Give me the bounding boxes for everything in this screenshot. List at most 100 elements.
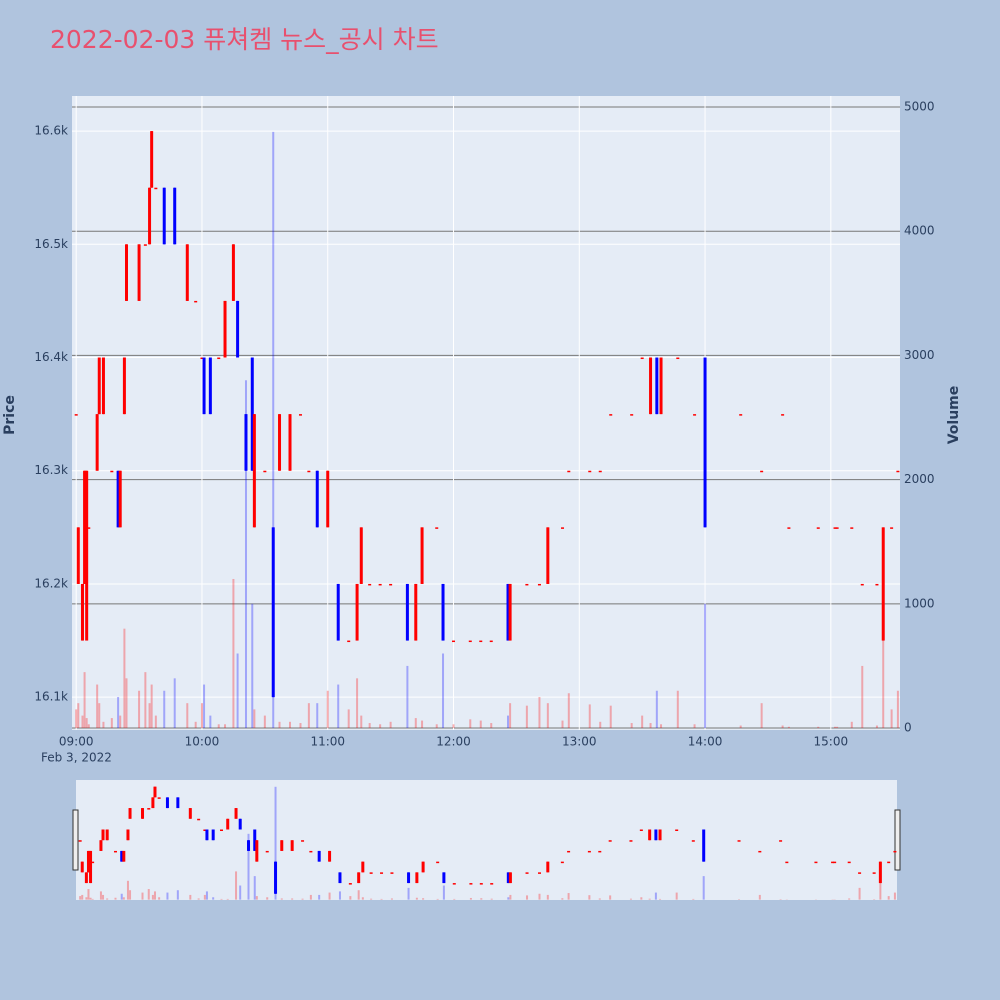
slider-handle[interactable] [72,809,79,871]
candle-body [355,583,359,641]
volume-bar [123,628,126,729]
candle-body [779,840,783,842]
volume-bar [217,724,220,729]
volume-bar [266,897,269,900]
candle-body [436,861,440,864]
candle-body [188,808,192,819]
volume-bar [144,672,147,729]
volume-bar [235,871,238,900]
candle-body [359,527,363,584]
volume-bar [205,891,208,900]
volume-bar [203,684,206,729]
volume-bar [479,720,482,729]
volume-bar [858,887,861,900]
volume-bar [760,703,763,729]
range-slider[interactable] [76,780,897,900]
volume-bar [119,715,122,729]
volume-bar [200,703,203,729]
volume-bar [490,898,493,900]
volume-bar [85,718,88,729]
volume-bar [629,898,632,900]
volume-bar [890,709,893,729]
slider-handle[interactable] [894,809,901,871]
volume-bar [117,696,120,729]
volume-bar [102,894,105,900]
candle-body [567,470,571,473]
candle-body [441,583,445,641]
candle-body [185,244,189,301]
candle-body [97,357,101,415]
volume-bar [630,723,633,729]
volume-bar [328,892,331,900]
volume-bar [326,690,329,729]
candle-body [101,829,105,841]
volume-bar [96,684,99,729]
y2-tick-label: 5000 [904,100,935,114]
candle-body [274,861,278,894]
candle-body [157,797,161,799]
candle-body [357,872,361,884]
volume-bar [702,876,705,900]
x-tick-label: 11:00 [310,735,345,749]
candle-body [86,850,90,873]
candle-body [211,829,215,841]
candle-body [238,818,242,830]
volume-bar [203,894,206,900]
candle-body [226,818,230,830]
candle-body [147,808,151,810]
volume-bar [836,726,839,729]
candle-body [546,861,550,873]
volume-bar [81,715,84,729]
volume-bar [893,892,896,900]
candle-body [816,527,820,529]
volume-bar [81,894,84,900]
volume-bar [87,724,90,729]
volume-bar [360,715,363,729]
candle-body [361,861,365,873]
candle-body [278,414,282,471]
volume-bar [509,894,512,900]
volume-bar [368,723,371,729]
candle-body [234,808,238,819]
candle-body [896,470,900,473]
volume-bar [247,833,250,900]
candle-body [469,883,473,885]
candle-body [336,583,340,641]
volume-bar [357,890,360,900]
candle-body [113,850,117,853]
candle-body [655,357,659,415]
x-tick-label: 12:00 [436,735,471,749]
candle-body [758,850,762,853]
candle-body [203,829,207,831]
candle-body [881,527,885,641]
candle-body [508,583,512,641]
candle-body [252,414,256,528]
candle-body [315,470,319,528]
candle-body [217,357,221,360]
volume-bar [347,709,350,729]
candle-body [200,357,204,360]
candle-body [442,872,446,884]
candle-body [525,872,529,874]
candle-body [479,883,483,885]
candle-body [80,583,84,641]
volume-bar [599,721,602,729]
volume-bar [507,715,510,729]
candle-body [587,850,591,853]
candle-body [639,829,643,831]
plot-area [72,96,900,730]
volume-bar [659,898,662,900]
y-tick-label: 16.4k [34,350,68,364]
candle-body [872,872,876,874]
candle-body [122,850,126,862]
volume-bar [660,724,663,729]
candle-body [125,244,129,301]
volume-bar [414,718,417,729]
volume-bar [153,891,156,900]
candle-body [648,829,652,841]
candle-body [76,527,80,584]
candle-body [630,414,634,416]
volume-bar [147,889,150,900]
volume-bar [436,898,439,900]
volume-bar [209,715,212,729]
